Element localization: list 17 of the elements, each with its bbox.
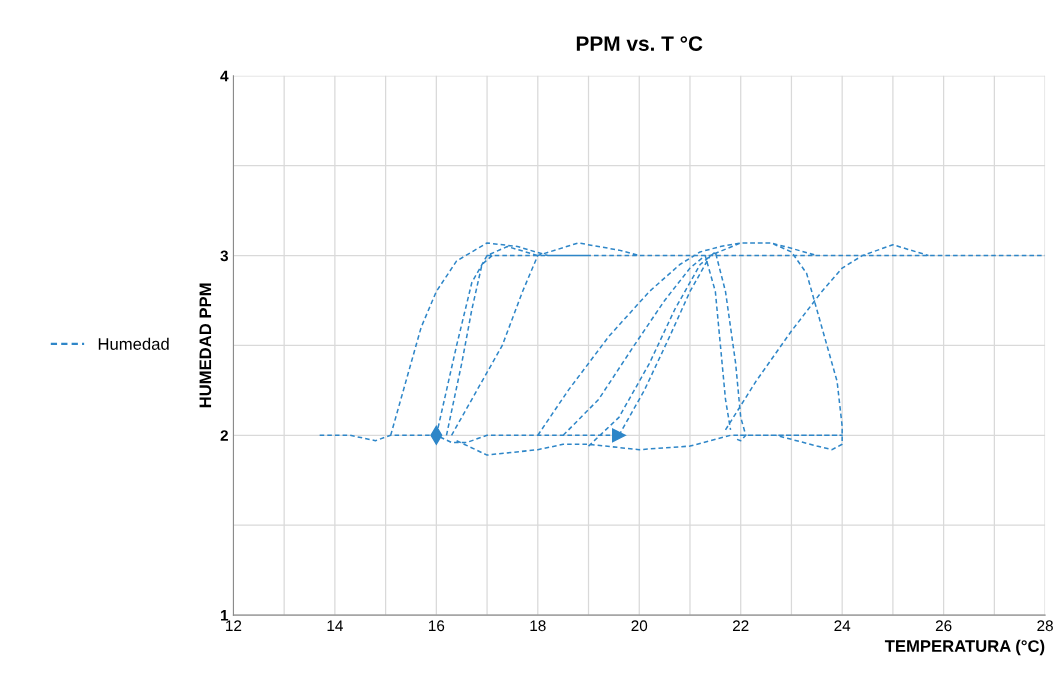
x-tick-label: 12 — [226, 620, 242, 632]
x-tick-label: 24 — [834, 620, 851, 632]
x-tick-label: 22 — [732, 620, 749, 632]
x-tick-label: 20 — [631, 620, 648, 632]
x-tick-label: 14 — [327, 620, 343, 632]
x-axis-title: TEMPERATURA (°C) — [884, 639, 1045, 656]
y-tick-label: 4 — [220, 70, 229, 82]
y-axis-title: HUMEDAD PPM — [199, 283, 212, 408]
chart-title: PPM vs. T °C — [576, 36, 703, 51]
legend-label: Humedad — [98, 337, 169, 350]
x-tick-label: 28 — [1037, 620, 1053, 632]
x-tick-label: 18 — [530, 620, 546, 632]
y-tick-label: 2 — [220, 430, 228, 441]
x-tick-label: 26 — [935, 620, 952, 632]
x-tick-label: 16 — [429, 620, 445, 632]
y-tick-label: 3 — [220, 250, 229, 262]
y-tick-label: 1 — [221, 610, 229, 621]
